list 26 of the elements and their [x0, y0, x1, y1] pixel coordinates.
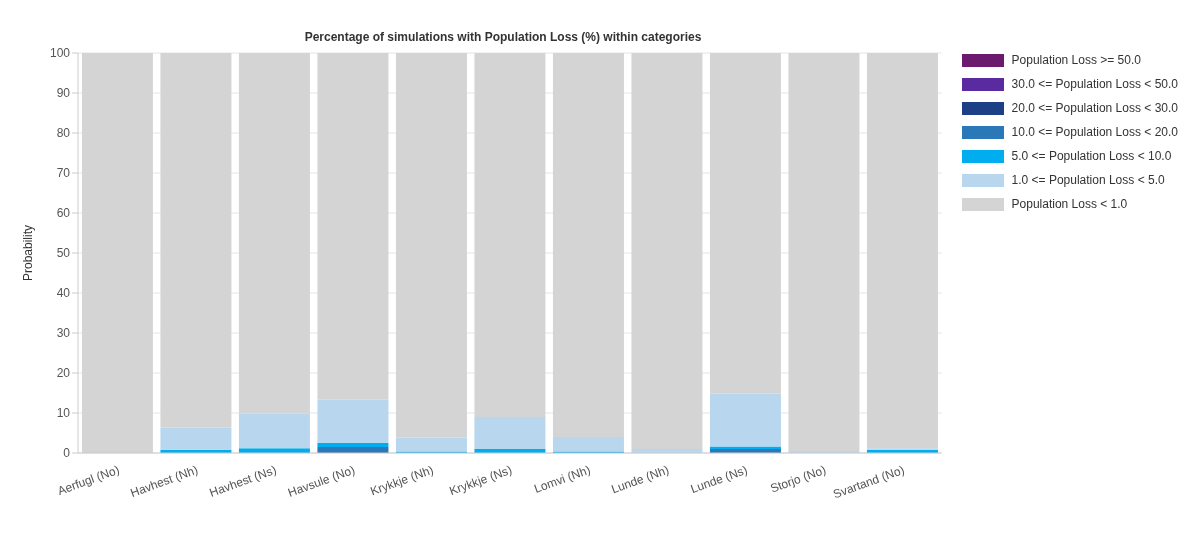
legend-label: Population Loss >= 50.0 [1011, 52, 1141, 69]
y-tick-label: 60 [56, 206, 71, 221]
y-tick-label: 70 [56, 166, 71, 181]
y-tick-label: 100 [49, 46, 71, 61]
y-tick-label: 80 [56, 126, 71, 141]
x-tick-label: Lomvi (Nh) [532, 462, 593, 496]
legend-label: Population Loss < 1.0 [1011, 196, 1128, 213]
y-tick-label: 10 [56, 406, 71, 421]
x-tick-label: Krykkje (Nh) [368, 462, 436, 499]
legend-label: 5.0 <= Population Loss < 10.0 [1011, 148, 1172, 165]
legend-label: 30.0 <= Population Loss < 50.0 [1011, 76, 1178, 93]
legend-label: 10.0 <= Population Loss < 20.0 [1011, 124, 1178, 141]
chart-title: Percentage of simulations with Population Loss (%) within categories [303, 30, 703, 44]
y-tick-label: 30 [56, 326, 71, 341]
y-tick-label: 50 [56, 246, 71, 261]
legend-label: 20.0 <= Population Loss < 30.0 [1011, 100, 1178, 117]
x-tick-label: Lunde (Ns) [688, 462, 750, 497]
y-tick-label: 90 [56, 86, 71, 101]
x-tick-label: Krykkje (Ns) [447, 462, 514, 499]
y-axis-title: Probability [21, 224, 36, 282]
legend-label: 1.0 <= Population Loss < 5.0 [1011, 172, 1165, 189]
x-tick-label: Storjo (No) [768, 462, 828, 496]
y-tick-label: 20 [56, 366, 71, 381]
x-tick-label: Lunde (Nh) [609, 462, 671, 497]
y-tick-label: 0 [63, 446, 71, 461]
y-tick-label: 40 [56, 286, 71, 301]
